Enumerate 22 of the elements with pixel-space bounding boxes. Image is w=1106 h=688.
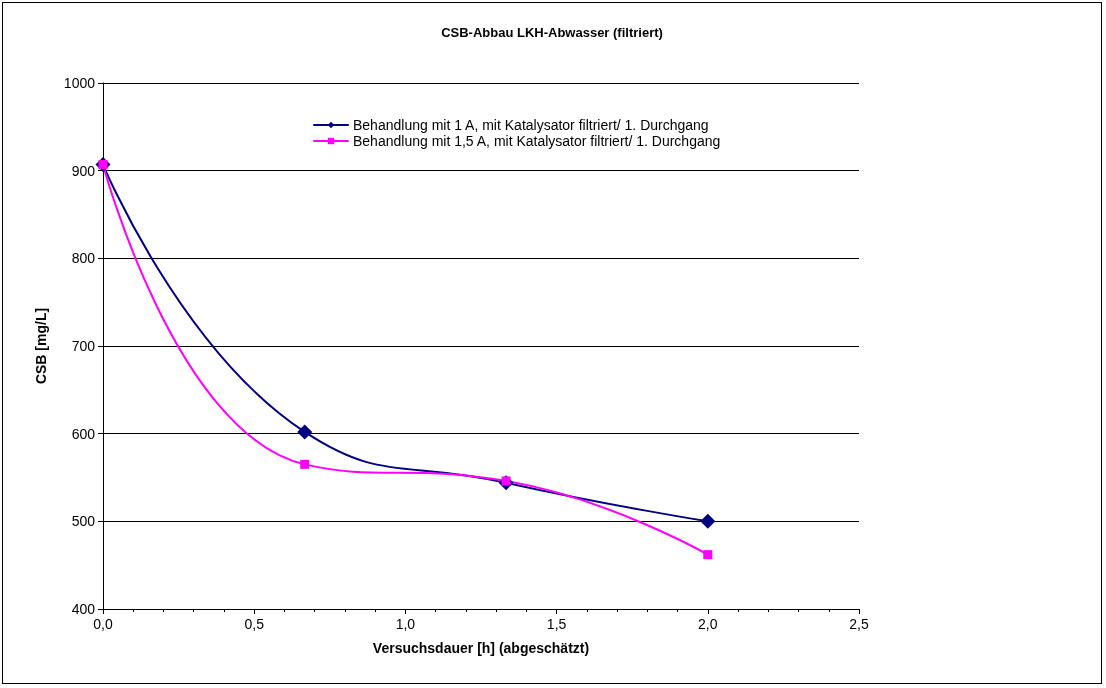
legend-label: Behandlung mit 1 A, mit Katalysator filtriert/ 1. Durchgang bbox=[353, 117, 709, 133]
point bbox=[700, 513, 716, 529]
y-tick-label: 900 bbox=[71, 162, 96, 179]
legend-label: Behandlung mit 1,5 A, mit Katalysator filtriert/ 1. Durchgang bbox=[353, 133, 721, 149]
y-axis-title: CSB [mg/L] bbox=[33, 307, 49, 385]
y-tick-label: 400 bbox=[71, 601, 96, 617]
x-tick-label: 2,0 bbox=[698, 616, 718, 632]
x-axis-title: Versuchsdauer [h] (abgeschätzt) bbox=[372, 640, 590, 656]
y-tick-label: 1000 bbox=[63, 75, 96, 91]
y-tick-label: 800 bbox=[71, 250, 96, 267]
y-tick-label: 700 bbox=[71, 338, 96, 354]
x-tick-label: 2,5 bbox=[849, 616, 869, 632]
point bbox=[703, 550, 713, 560]
x-tick-label: 1,0 bbox=[395, 616, 416, 632]
x-tick-label: 0,5 bbox=[244, 616, 265, 632]
point bbox=[300, 459, 310, 469]
x-tick-label: 0,0 bbox=[93, 616, 113, 632]
y-tick-label: 600 bbox=[71, 425, 96, 442]
point bbox=[297, 424, 313, 440]
x-tick-label: 1,5 bbox=[546, 616, 567, 632]
chart-title: CSB-Abbau LKH-Abwasser (filtriert) bbox=[441, 25, 663, 40]
y-tick-label: 500 bbox=[71, 513, 96, 530]
